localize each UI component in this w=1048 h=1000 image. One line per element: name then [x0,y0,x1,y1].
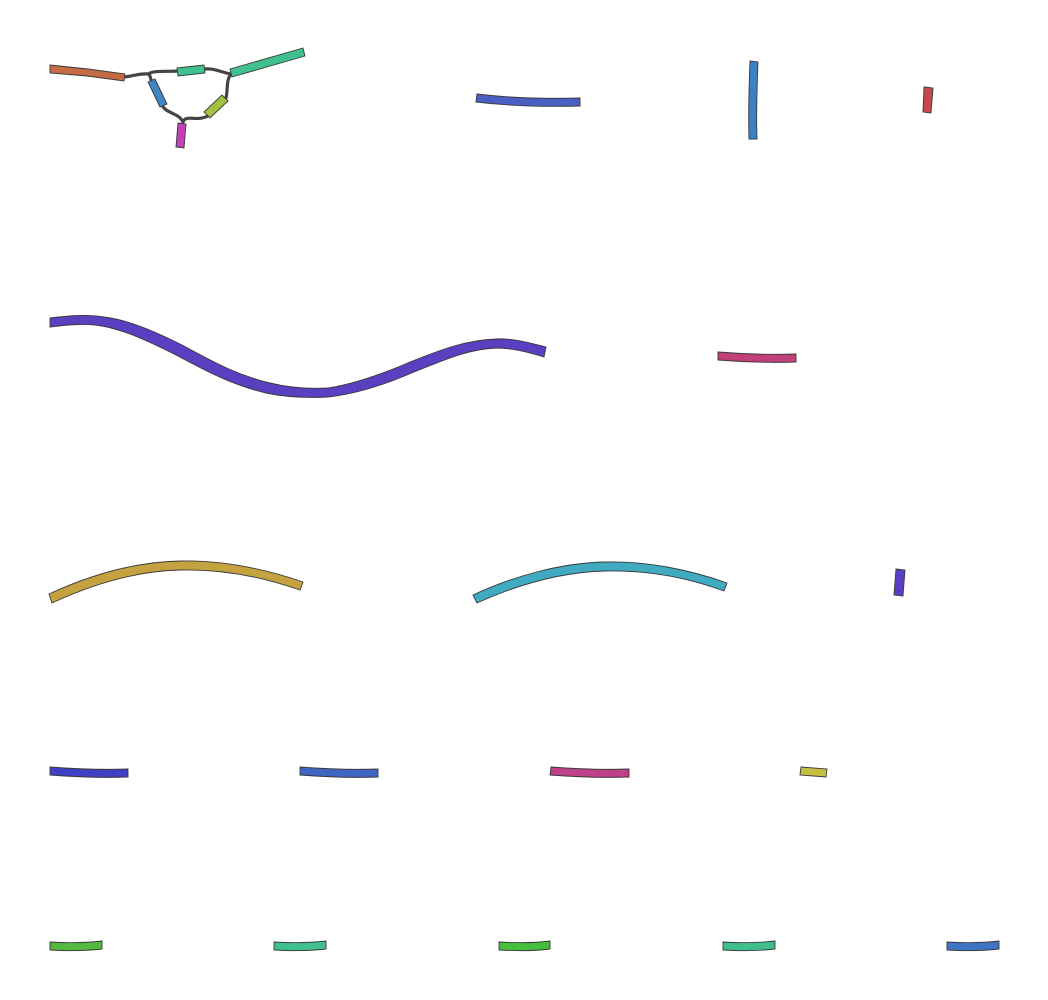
contig[interactable] [799,766,828,778]
graph-component [49,47,306,149]
contig[interactable] [722,940,776,952]
graph-node[interactable] [176,64,206,77]
contig[interactable] [893,568,906,597]
contig[interactable] [946,940,1000,952]
contig[interactable] [49,315,547,398]
contig[interactable] [49,940,103,952]
contig[interactable] [748,60,759,140]
graph-node[interactable] [147,78,168,108]
contig[interactable] [472,561,728,604]
contig[interactable] [49,766,129,778]
contig[interactable] [273,940,327,952]
graph-link [146,69,180,76]
contig[interactable] [299,766,379,778]
contig[interactable] [922,86,934,114]
contig[interactable] [48,560,304,604]
graph-node[interactable] [49,64,126,82]
graph-node[interactable] [175,122,187,149]
graph-link [160,103,185,124]
contig[interactable] [549,766,630,778]
graph-node[interactable] [229,47,306,78]
graph-link [224,72,233,100]
contig[interactable] [717,351,797,363]
graph-link [202,67,233,76]
contig[interactable] [475,93,581,107]
contig[interactable] [498,940,551,952]
graph-node[interactable] [203,94,229,119]
graph-link [181,114,210,124]
